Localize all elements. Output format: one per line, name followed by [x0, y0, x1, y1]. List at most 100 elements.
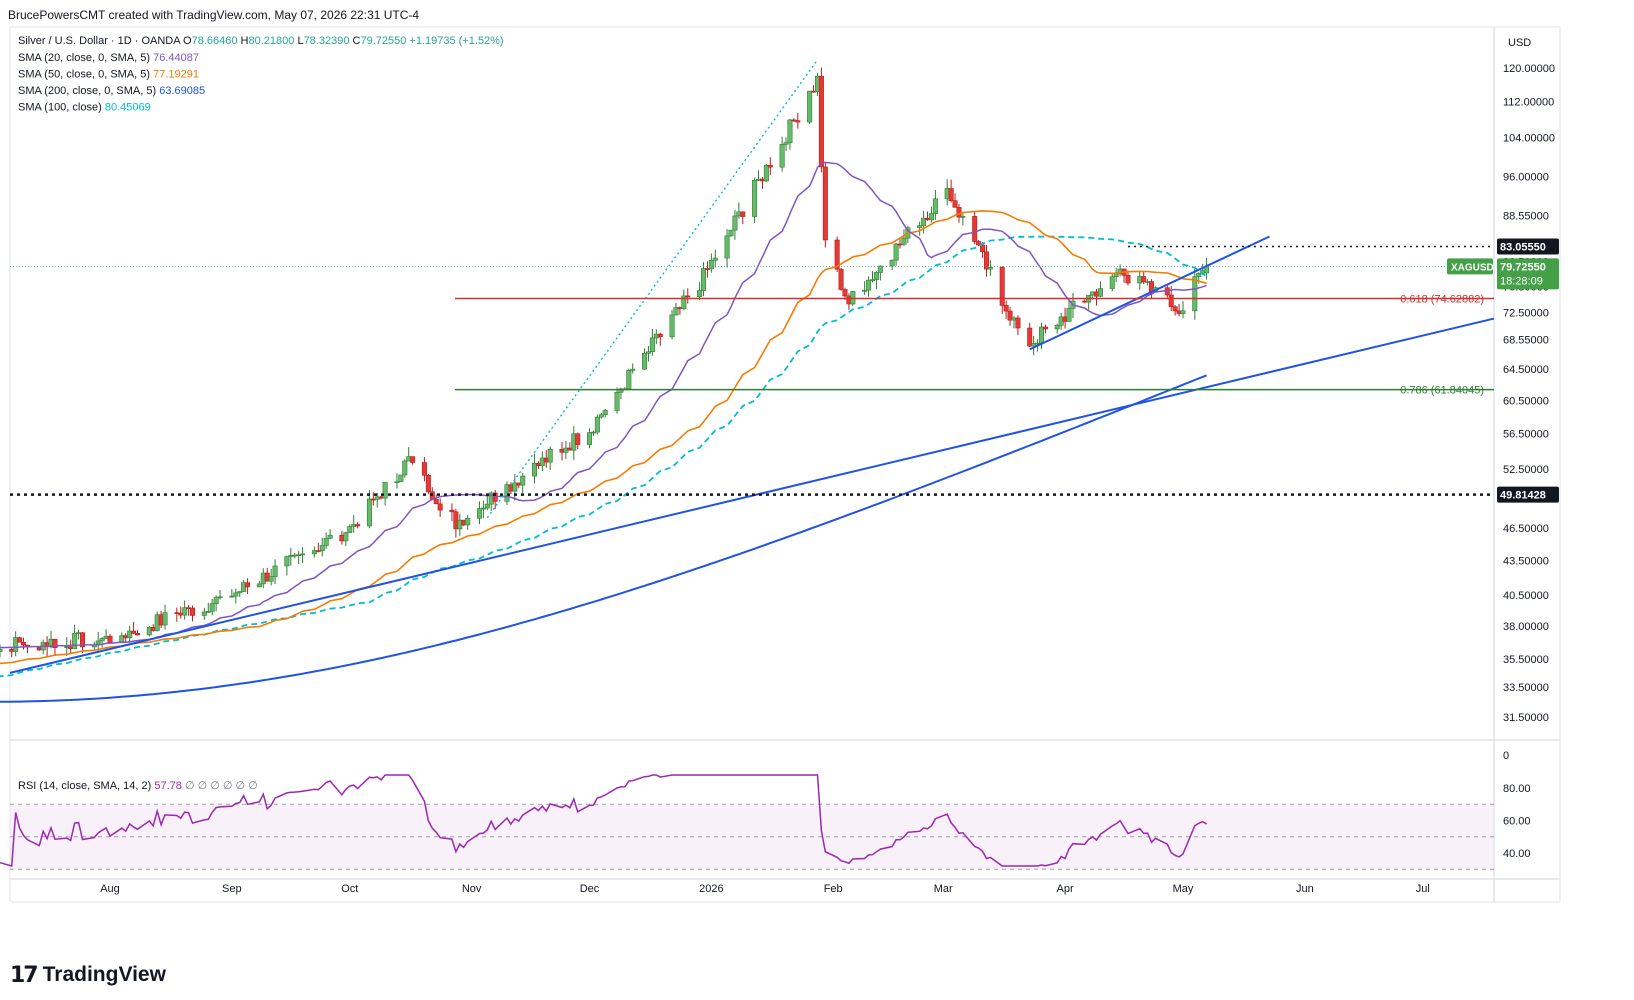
wedge-upper-trendline	[1029, 235, 1270, 351]
candle	[162, 612, 168, 626]
candle	[834, 239, 840, 270]
candle	[822, 166, 828, 241]
candle	[779, 144, 785, 168]
candle	[893, 243, 899, 261]
candle	[52, 638, 58, 649]
candle	[669, 314, 675, 338]
candle	[685, 295, 691, 298]
candle	[402, 460, 408, 476]
candle	[449, 509, 455, 513]
price-tick-label: 35.50000	[1503, 654, 1549, 666]
price-tick-label: 104.00000	[1503, 132, 1555, 144]
legend-open-label: O	[183, 35, 192, 47]
rsi-tick-label: 40.00	[1503, 848, 1531, 860]
time-tick-label: Mar	[934, 883, 953, 895]
rsi-tick-label: 80.00	[1503, 783, 1531, 795]
candle	[657, 333, 663, 338]
rsi-legend-value: 57.78	[154, 780, 185, 792]
support-price-tag-box	[1497, 486, 1559, 503]
candle	[1168, 294, 1174, 308]
resistance-price-tag: 83.05550	[1497, 238, 1559, 255]
time-tick-label: Dec	[580, 883, 600, 895]
time-tick-label: Sep	[222, 883, 242, 895]
time-tick-label: Apr	[1057, 883, 1074, 895]
price-tick-label: 120.00000	[1503, 63, 1555, 75]
candle	[1192, 276, 1198, 312]
candle	[983, 251, 989, 270]
price-tick-label: 38.00000	[1503, 621, 1549, 633]
time-tick-label: May	[1173, 883, 1194, 895]
price-tick-label: 64.50000	[1503, 364, 1549, 376]
candle	[732, 215, 738, 231]
last-price-tag-value: 79.72550	[1500, 261, 1546, 273]
price-tick-label: 43.50000	[1503, 555, 1549, 567]
legend-indicator-line: SMA (20, close, 0, SMA, 5) 76.44087	[18, 52, 199, 64]
legend-indicator-line: SMA (50, close, 0, SMA, 5) 77.19291	[18, 69, 199, 81]
candle	[795, 120, 801, 123]
candle	[740, 211, 746, 217]
time-tick-label: Nov	[462, 883, 482, 895]
candle	[343, 532, 349, 542]
candle	[594, 416, 600, 433]
candle	[700, 268, 706, 291]
candle	[366, 498, 372, 527]
tradingview-logo[interactable]: 𝟭𝟳 TradingView	[10, 962, 166, 988]
candle	[1027, 327, 1033, 347]
price-tick-label: 46.50000	[1503, 523, 1549, 535]
rsi-line	[0, 774, 1208, 867]
price-tick-label: 68.55000	[1503, 335, 1549, 347]
price-tick-label: 72.50000	[1503, 308, 1549, 320]
rsi-band	[10, 804, 1494, 870]
candle	[135, 633, 141, 636]
candle	[1180, 310, 1186, 314]
candle	[602, 410, 608, 415]
candle	[618, 388, 624, 393]
legend-indicator-value: 76.44087	[153, 52, 199, 64]
legend-high-label: H	[241, 35, 249, 47]
candle	[209, 603, 215, 612]
candle	[976, 241, 982, 246]
legend-indicator-label: SMA (20, close, 0, SMA, 5)	[18, 52, 153, 64]
legend-close-label: C	[353, 35, 361, 47]
candle	[850, 291, 856, 305]
candle	[645, 351, 651, 354]
legend-open: 78.66460	[192, 35, 241, 47]
candle	[425, 475, 431, 493]
candle	[347, 526, 353, 533]
symbol-tag-box	[1447, 258, 1493, 275]
legend-symbol: Silver / U.S. Dollar · 1D · OANDA	[18, 35, 183, 47]
candle	[787, 119, 793, 143]
candle	[752, 179, 758, 217]
legend-change: +1.19735 (+1.52%)	[409, 35, 503, 47]
legend-indicator-label: SMA (200, close, 0, SMA, 5)	[18, 85, 159, 97]
candle	[642, 352, 648, 370]
candle	[480, 507, 486, 510]
candle	[1125, 275, 1131, 284]
price-tick-label: 52.50000	[1503, 464, 1549, 476]
legend-indicator-line: SMA (100, close) 80.45069	[18, 102, 151, 114]
candle	[1066, 308, 1072, 322]
legend-symbol-line: Silver / U.S. Dollar · 1D · OANDA O78.66…	[18, 35, 504, 47]
symbol-tag-text: XAGUSD	[1451, 262, 1494, 273]
candle	[1003, 305, 1009, 312]
time-tick-label: Oct	[341, 883, 358, 895]
price-tick-label: 40.50000	[1503, 590, 1549, 602]
price-zero-label: 0	[1503, 750, 1509, 762]
candle	[437, 503, 443, 511]
rsi-tick-label: 60.00	[1503, 816, 1531, 828]
candle	[319, 545, 325, 552]
rally-dotted-trendline	[486, 59, 819, 519]
candle	[877, 265, 883, 273]
candle	[237, 591, 243, 594]
candle	[217, 596, 223, 599]
sma50-line	[0, 210, 1207, 665]
legend-low: 78.32390	[304, 35, 353, 47]
candle	[901, 237, 907, 245]
candle	[587, 432, 593, 445]
candle	[272, 565, 278, 577]
candle	[182, 607, 188, 616]
price-tick-label: 60.50000	[1503, 395, 1549, 407]
resistance-price-tag-box	[1497, 238, 1559, 255]
candle	[355, 524, 361, 527]
